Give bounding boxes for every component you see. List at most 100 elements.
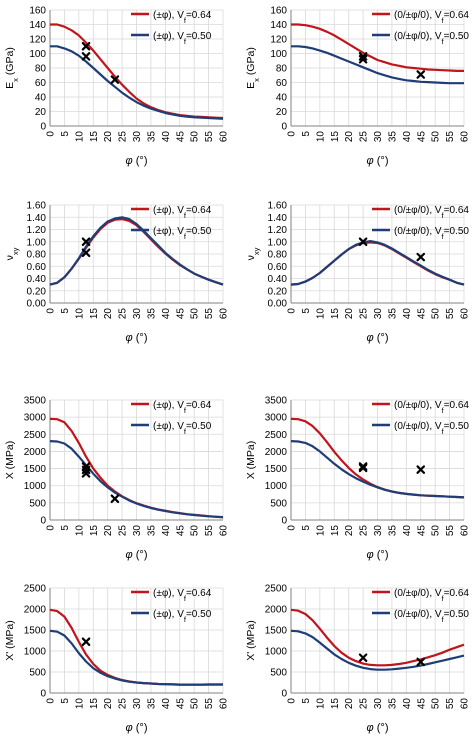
x-tick-label: 35 (146, 698, 157, 710)
legend-sub: f (442, 406, 445, 415)
legend-sub: f (442, 594, 445, 603)
legend-entry: (±φ), Vf=0.50 (153, 609, 212, 624)
legend-entry: (±φ), Vf=0.64 (153, 588, 212, 603)
x-tick-label: 25 (118, 698, 129, 710)
x-axis-label-unit: (°) (374, 549, 389, 561)
legend-sub: f (184, 594, 187, 603)
y-axis-label-unit: (MPa) (245, 620, 257, 652)
x-axis-label-symbol: φ (126, 155, 133, 167)
legend-sub: f (184, 16, 187, 25)
y-axis-label: X' (MPa) (245, 620, 257, 661)
x-tick-label: 30 (132, 525, 143, 537)
x-axis-label-symbol: φ (367, 722, 374, 734)
y-tick-label: 0.40 (27, 274, 47, 285)
chart-panel-nuxy-quasi: 0.00 0.200.400.600.80 1.001.201.401.60 0 5 10… (245, 201, 471, 345)
y-tick-label: 80 (276, 64, 288, 75)
experimental-point (416, 465, 426, 474)
x-tick-label: 20 (344, 131, 355, 143)
legend-sub: f (442, 211, 445, 220)
experimental-point (81, 469, 91, 478)
legend-entry: (±φ), Vf=0.64 (153, 10, 212, 25)
y-tick-label: 500 (270, 498, 287, 509)
x-tick-label: 0 (46, 131, 57, 137)
x-tick-label: 45 (416, 131, 427, 143)
y-tick-label: 2500 (24, 430, 47, 441)
y-tick-label: 1.40 (268, 213, 288, 224)
y-tick-label: 2500 (265, 430, 288, 441)
x-tick-label: 60 (460, 525, 471, 537)
legend-tail: =0.50 (444, 609, 470, 620)
series-line-0 (290, 608, 465, 667)
series-line-0 (291, 23, 464, 72)
x-tick-label: 5 (301, 698, 312, 704)
x-tick-label: 35 (387, 131, 398, 143)
x-tick-label: 40 (402, 525, 413, 537)
y-axis-label-main: E (4, 82, 16, 89)
x-tick-label: 60 (219, 525, 230, 537)
y-tick-label: 1.20 (27, 225, 47, 236)
experimental-point (358, 463, 368, 473)
y-tick-label: 3000 (265, 413, 288, 424)
x-tick-label: 40 (161, 525, 172, 537)
experimental-point (416, 252, 426, 262)
y-axis-label: Ex (GPa) (4, 47, 20, 89)
y-tick-label: 100 (29, 49, 46, 60)
x-axis-label-unit: (°) (133, 332, 148, 344)
x-axis-label: φ (°) (126, 549, 148, 561)
x-tick-label: 40 (402, 131, 413, 143)
x-tick-label: 20 (103, 131, 114, 143)
x-tick-label: 45 (175, 698, 186, 710)
legend-entry: (0/±φ/0), Vf=0.50 (394, 31, 469, 46)
x-tick-label: 15 (330, 525, 341, 537)
x-tick-label: 25 (359, 525, 370, 537)
experimental-point (81, 52, 91, 61)
legend-name: (±φ), V (153, 226, 184, 237)
legend-entry: (0/±φ/0), Vf=0.50 (394, 226, 469, 241)
x-tick-label: 5 (301, 525, 312, 531)
y-axis-label-unit: (GPa) (245, 47, 257, 78)
y-tick-label: 2000 (24, 447, 47, 458)
legend-name: (0/±φ/0), V (394, 421, 442, 432)
y-tick-label: 2000 (24, 605, 47, 616)
y-tick-label: 140 (29, 20, 46, 31)
y-tick-label: 60 (35, 78, 47, 89)
y-tick-label: 40 (35, 93, 47, 104)
y-tick-label: 1000 (24, 647, 47, 658)
legend-sub: f (442, 232, 445, 241)
y-tick-label: 0.40 (268, 274, 288, 285)
x-tick-label: 20 (103, 308, 114, 320)
x-tick-label: 15 (89, 308, 100, 320)
y-axis-label-sub: xy (11, 247, 20, 255)
experimental-point (358, 55, 368, 64)
x-axis-label: φ (°) (367, 549, 389, 561)
series-line-1 (290, 440, 465, 499)
x-tick-label: 15 (330, 131, 341, 143)
x-axis-label-symbol: φ (126, 549, 133, 561)
x-tick-label: 20 (103, 698, 114, 710)
experimental-point (81, 41, 91, 51)
x-tick-label: 50 (190, 525, 201, 537)
x-tick-label: 35 (387, 698, 398, 710)
legend-name: (0/±φ/0), V (394, 205, 442, 216)
x-tick-label: 15 (330, 308, 341, 320)
x-tick-label: 25 (359, 698, 370, 710)
legend-name: (±φ), V (153, 400, 184, 411)
x-tick-label: 10 (315, 698, 326, 710)
x-tick-label: 50 (431, 308, 442, 320)
x-tick-label: 35 (146, 525, 157, 537)
legend-entry: (±φ), Vf=0.50 (153, 31, 212, 46)
x-tick-label: 40 (402, 698, 413, 710)
x-tick-label: 35 (387, 308, 398, 320)
y-tick-label: 80 (35, 64, 47, 75)
x-tick-label: 55 (445, 525, 456, 537)
y-tick-label: 140 (270, 20, 287, 31)
y-tick-label: 1000 (24, 481, 47, 492)
legend-sub: f (184, 232, 187, 241)
y-tick-label: 1500 (24, 464, 47, 475)
x-tick-label: 25 (359, 131, 370, 143)
y-tick-label: 0 (40, 689, 46, 700)
x-tick-label: 20 (344, 698, 355, 710)
